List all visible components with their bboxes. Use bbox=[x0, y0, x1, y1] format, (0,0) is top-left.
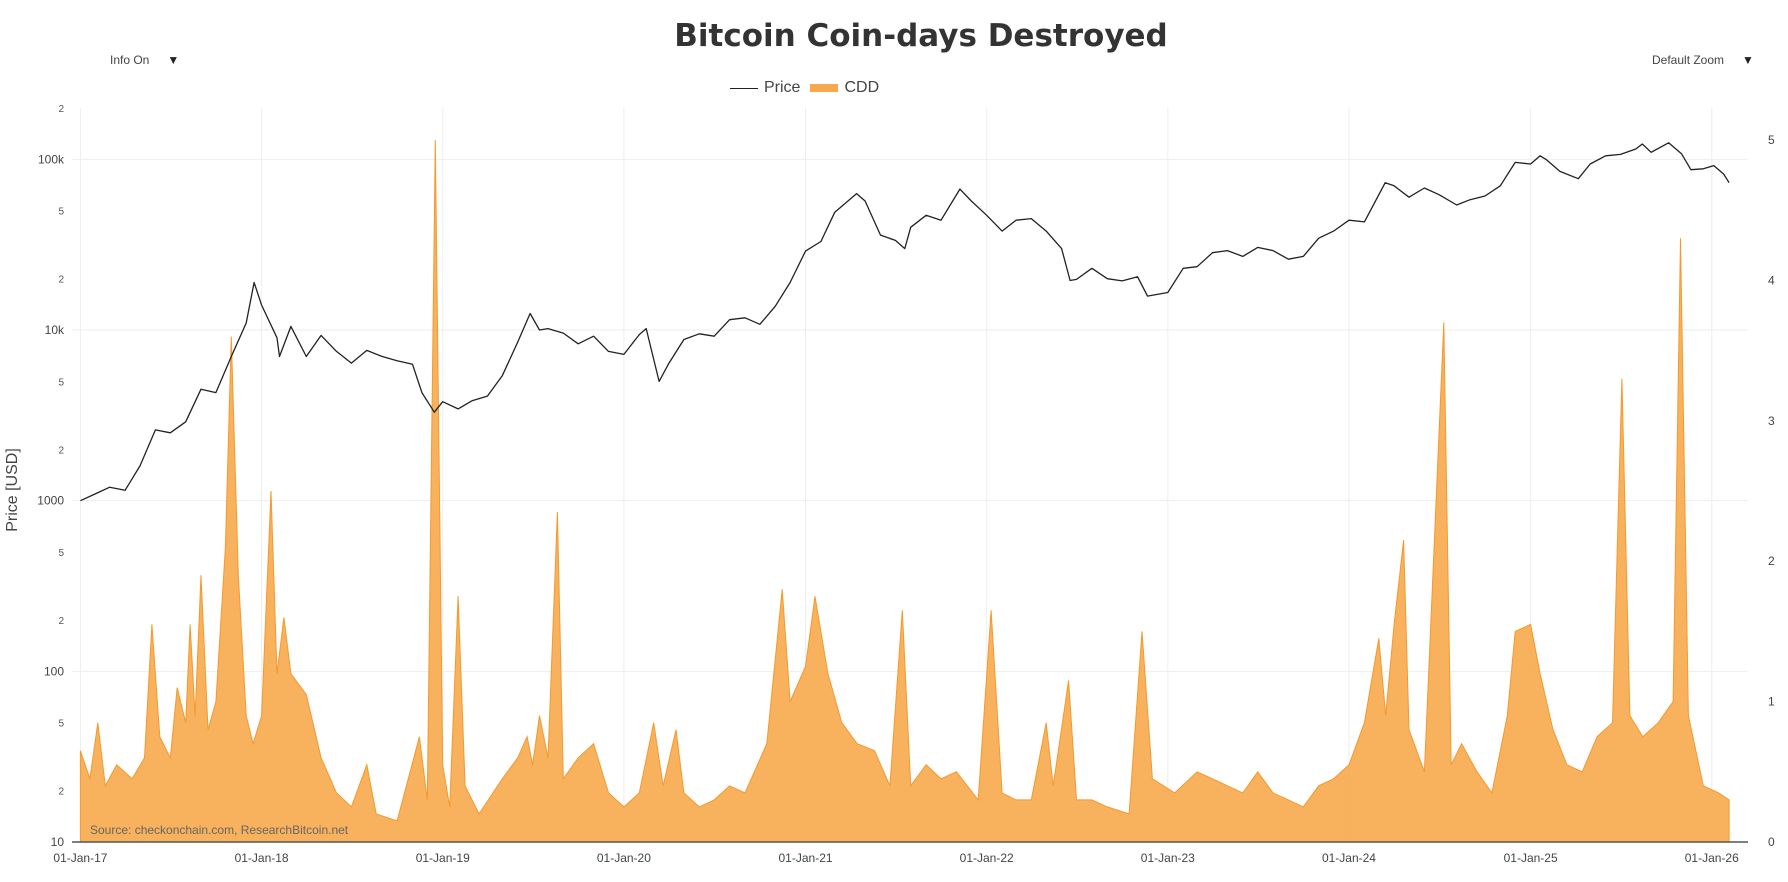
x-tick-label: 01-Jan-21 bbox=[779, 851, 833, 865]
price-line-layer bbox=[80, 142, 1730, 502]
y2-tick-label: 4 bbox=[1768, 273, 1775, 287]
grid-lines bbox=[72, 108, 1748, 843]
x-tick-label: 01-Jan-26 bbox=[1685, 851, 1739, 865]
legend-item-cdd[interactable]: CDD bbox=[810, 79, 879, 97]
chart-legend: Price CDD bbox=[730, 79, 889, 97]
y2-tick-label: 5 bbox=[1768, 133, 1775, 147]
x-tick-label: 01-Jan-17 bbox=[53, 851, 107, 865]
y-minor-tick-label: 5 bbox=[58, 377, 64, 388]
chart-title: Bitcoin Coin-days Destroyed bbox=[674, 18, 1168, 54]
x-tick-label: 01-Jan-20 bbox=[597, 851, 651, 865]
y2-tick-label: 2 bbox=[1768, 554, 1775, 568]
info-toggle-label: Info On bbox=[110, 53, 150, 67]
x-tick-label: 01-Jan-23 bbox=[1141, 851, 1195, 865]
y-tick-label: 100k bbox=[38, 152, 65, 166]
y-minor-tick-label: 2 bbox=[58, 616, 64, 627]
y-minor-tick-label: 2 bbox=[58, 787, 64, 798]
y-minor-tick-label: 5 bbox=[58, 719, 64, 730]
x-tick-label: 01-Jan-19 bbox=[416, 851, 470, 865]
legend-area-swatch bbox=[810, 84, 839, 92]
y-tick-label: 10k bbox=[45, 323, 65, 337]
y-minor-tick-label: 5 bbox=[58, 207, 64, 218]
cdd-area-layer bbox=[79, 139, 1730, 843]
y-minor-tick-label: 2 bbox=[58, 445, 64, 456]
zoom-dropdown[interactable]: Default Zoom ▼ bbox=[1652, 48, 1754, 72]
legend-label-cdd: CDD bbox=[844, 79, 880, 96]
y-minor-tick-label: 2 bbox=[58, 104, 64, 115]
x-tick-label: 01-Jan-18 bbox=[235, 851, 289, 865]
y-axis-title: Price [USD] bbox=[4, 448, 21, 532]
x-tick-label: 01-Jan-22 bbox=[960, 851, 1014, 865]
x-tick-label: 01-Jan-25 bbox=[1504, 851, 1558, 865]
legend-item-price[interactable]: Price bbox=[730, 79, 800, 97]
axes: 01-Jan-17 01-Jan-18 01-Jan-19 01-Jan-20 01-J… bbox=[37, 104, 1775, 865]
cdd-series-area bbox=[79, 139, 1730, 843]
y2-tick-label: 3 bbox=[1768, 414, 1775, 428]
source-note: Source: checkonchain.com, ResearchBitcoi… bbox=[90, 823, 349, 837]
y-tick-label: 100 bbox=[44, 664, 64, 678]
zoom-label: Default Zoom bbox=[1652, 53, 1725, 67]
info-toggle-dropdown[interactable]: Info On ▼ bbox=[110, 48, 179, 72]
x-tick-label: 01-Jan-24 bbox=[1322, 851, 1376, 865]
y2-tick-label: 1 bbox=[1768, 695, 1775, 709]
y-minor-tick-label: 2 bbox=[58, 275, 64, 286]
y2-tick-label: 0 bbox=[1768, 835, 1775, 849]
chevron-down-icon: ▼ bbox=[1742, 53, 1754, 67]
y-minor-tick-label: 5 bbox=[58, 548, 64, 559]
price-series-line bbox=[80, 142, 1730, 502]
y-tick-label: 10 bbox=[51, 835, 65, 849]
y-tick-label: 1000 bbox=[37, 494, 64, 508]
chevron-down-icon: ▼ bbox=[167, 53, 180, 67]
legend-line-swatch bbox=[730, 87, 758, 89]
legend-label-price: Price bbox=[764, 79, 801, 96]
